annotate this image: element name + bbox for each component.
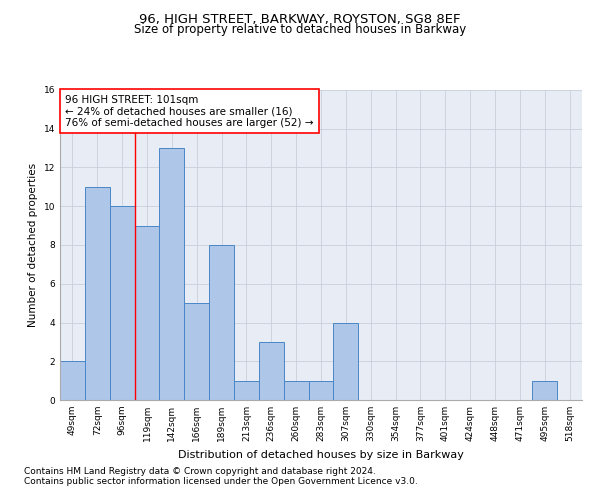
Bar (308, 380, 334, 400)
Bar (259, 342, 284, 400)
Text: Size of property relative to detached houses in Barkway: Size of property relative to detached ho… (134, 22, 466, 36)
Bar (134, 226, 160, 400)
Bar (334, 322, 358, 400)
Bar (184, 303, 209, 400)
Text: 96, HIGH STREET, BARKWAY, ROYSTON, SG8 8EF: 96, HIGH STREET, BARKWAY, ROYSTON, SG8 8… (139, 12, 461, 26)
Bar (60, 361, 85, 400)
Text: 96 HIGH STREET: 101sqm
← 24% of detached houses are smaller (16)
76% of semi-det: 96 HIGH STREET: 101sqm ← 24% of detached… (65, 94, 314, 128)
Bar (110, 206, 134, 400)
Bar (209, 245, 234, 400)
Y-axis label: Number of detached properties: Number of detached properties (28, 163, 38, 327)
Text: Contains HM Land Registry data © Crown copyright and database right 2024.: Contains HM Land Registry data © Crown c… (24, 467, 376, 476)
Bar (85, 187, 110, 400)
Text: Contains public sector information licensed under the Open Government Licence v3: Contains public sector information licen… (24, 477, 418, 486)
Bar (532, 380, 557, 400)
Bar (160, 148, 184, 400)
X-axis label: Distribution of detached houses by size in Barkway: Distribution of detached houses by size … (178, 450, 464, 460)
Bar (284, 380, 308, 400)
Bar (234, 380, 259, 400)
